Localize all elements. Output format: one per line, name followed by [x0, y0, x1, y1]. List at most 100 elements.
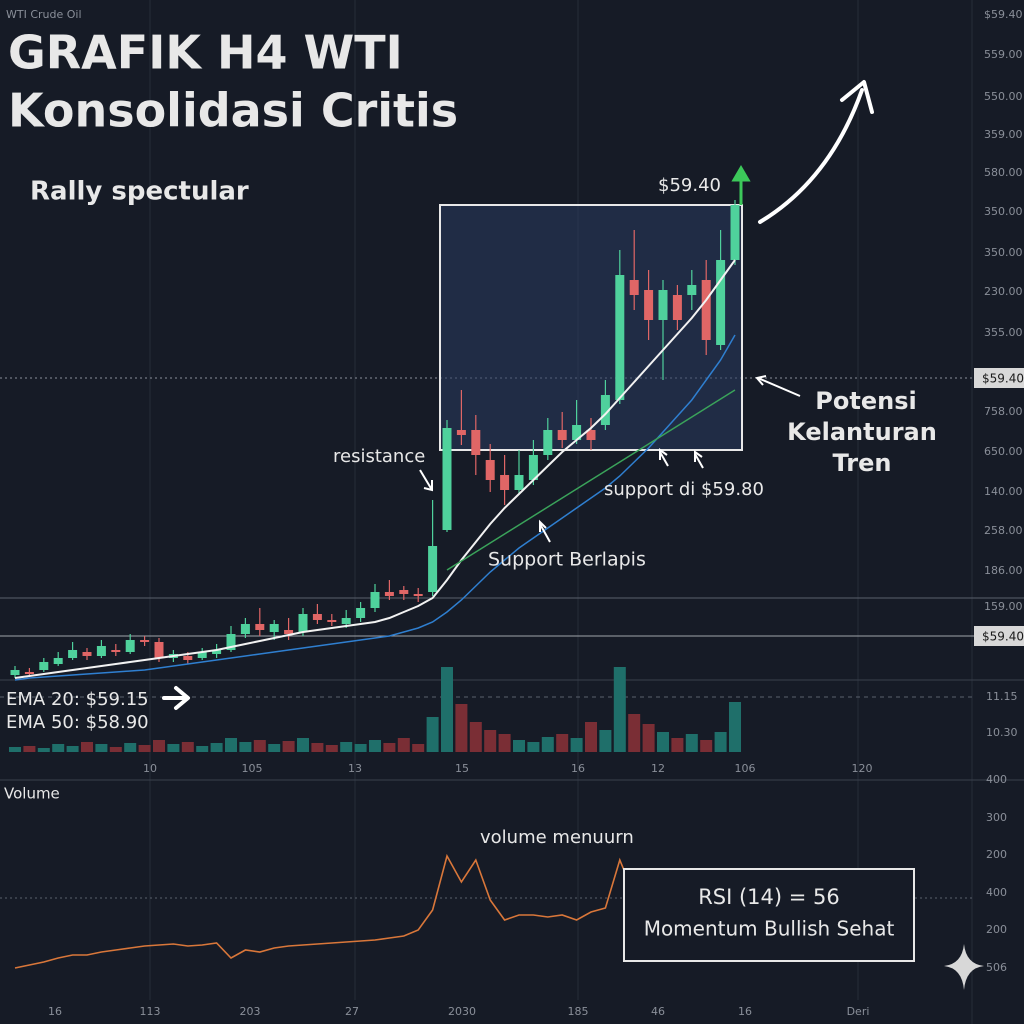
candle-body: [471, 430, 481, 455]
annotation: Support Berlapis: [488, 549, 646, 571]
volume-bar: [484, 730, 497, 752]
volume-bar: [181, 742, 194, 752]
pointers: [419, 375, 801, 543]
y-axis-label: 559.00: [984, 48, 1023, 61]
candle-body: [68, 650, 78, 658]
candle-body: [716, 260, 726, 345]
candle-body: [413, 594, 423, 596]
y-axis-label: $59.40: [984, 8, 1023, 21]
candle-body: [442, 428, 452, 530]
volume-bar: [268, 744, 281, 752]
candle-body: [485, 460, 495, 480]
x-axis-label: 120: [852, 762, 873, 775]
volume-bar: [671, 738, 684, 752]
price-badge: [974, 626, 1024, 646]
volume-bar: [498, 734, 511, 752]
x-axis-label: 203: [240, 1005, 261, 1018]
volume-bar: [541, 737, 554, 752]
candle-body: [284, 630, 294, 634]
candle-body: [586, 430, 596, 440]
volume-bar: [354, 744, 367, 752]
y-axis-label: 359.00: [984, 128, 1023, 141]
volume-bar: [81, 742, 93, 752]
volume-bar: [412, 744, 425, 752]
annotation: resistance: [333, 446, 425, 467]
x-axis-label: 13: [348, 762, 362, 775]
x-axis-label: 12: [651, 762, 665, 775]
volume-bar: [225, 738, 237, 752]
candle-body: [39, 662, 49, 670]
x-axis-label: 106: [735, 762, 756, 775]
annotation: support di $59.80: [604, 479, 764, 500]
candle-body: [197, 652, 207, 658]
x-axis-label: 46: [651, 1005, 665, 1018]
candle-body: [240, 624, 250, 634]
candle-body: [658, 290, 668, 320]
rsi-line: [14, 853, 678, 969]
volume-bar: [253, 740, 266, 752]
candle-body: [96, 646, 106, 656]
info-text: RSI (14) = 56: [698, 885, 840, 909]
x-axis-label: 10: [143, 762, 157, 775]
volume-bar: [585, 722, 597, 752]
volume-bar: [124, 743, 137, 752]
y-axis-label: 400: [986, 886, 1007, 899]
candle-body: [226, 634, 236, 650]
volume-bar: [642, 724, 655, 752]
y-axis-label: 350.00: [984, 246, 1023, 259]
candle-body: [456, 430, 466, 435]
volume-bar: [9, 747, 21, 752]
x-axis-label: 16: [738, 1005, 752, 1018]
volume-bar: [513, 740, 525, 752]
volume-bar: [383, 743, 396, 752]
y-axis-label: 550.00: [984, 90, 1023, 103]
volume-bar: [167, 744, 180, 752]
y-axis-label: 186.00: [984, 564, 1023, 577]
volume-bar: [297, 738, 309, 752]
candle-body: [615, 275, 625, 400]
y-axis-label: 580.00: [984, 166, 1023, 179]
volume-bar: [153, 740, 165, 752]
candle-body: [140, 640, 150, 642]
annotation: Rally spectular: [30, 177, 249, 207]
x-axis-label: 105: [242, 762, 263, 775]
annotation: Kelanturan: [787, 418, 937, 446]
volume-bar: [570, 738, 583, 752]
y-axis-label: 300: [986, 811, 1007, 824]
candle-body: [629, 280, 639, 295]
volume-bar: [426, 717, 439, 752]
panel-title: Volume: [4, 785, 60, 803]
volume-bar: [729, 702, 741, 752]
y-axis-label: 159.00: [984, 600, 1023, 613]
title: Konsolidasi Critis: [8, 84, 458, 138]
candle-body: [514, 475, 524, 490]
candle-body: [255, 624, 265, 630]
candle-body: [399, 590, 409, 594]
volume-bar: [685, 734, 698, 752]
plot: $59.40 559.00 550.00 359.00 580.00 350.00 350.…: [9, 8, 1024, 1018]
up-arrow: [731, 165, 751, 205]
volume-bar: [239, 742, 252, 752]
volume-bar: [52, 744, 65, 752]
volume-bar: [109, 747, 122, 752]
candle-body: [356, 608, 366, 618]
candle-body: [10, 670, 20, 675]
ema-line: [446, 389, 736, 571]
volume-bar: [469, 722, 482, 752]
y-axis-label: 350.00: [984, 205, 1023, 218]
candle-body: [312, 614, 322, 620]
y-axis-label: 400: [986, 773, 1007, 786]
candle-body: [298, 614, 308, 632]
x-axis-label: 185: [568, 1005, 589, 1018]
candle-body: [644, 290, 654, 320]
volume-bar: [556, 734, 569, 752]
candle-body: [384, 592, 394, 596]
y-axis-label: 200: [986, 923, 1007, 936]
x-axis-label: 27: [345, 1005, 359, 1018]
y-axis-label: 758.00: [984, 405, 1023, 418]
volume-bar: [66, 746, 79, 752]
volume-bar: [210, 743, 223, 752]
volume-bar: [455, 704, 468, 752]
volume-bar: [23, 746, 36, 752]
